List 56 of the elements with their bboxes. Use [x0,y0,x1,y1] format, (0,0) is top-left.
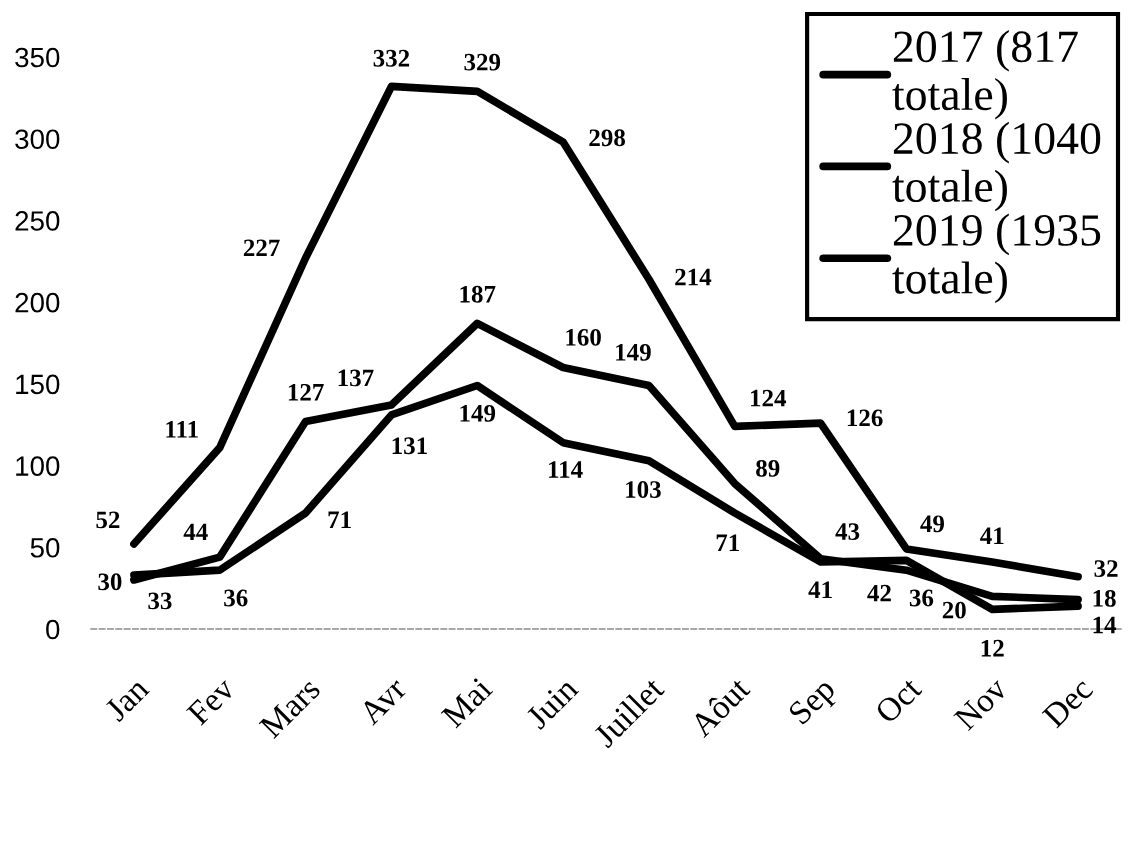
data-label: 160 [566,328,601,346]
x-tick-label: Fev [185,675,237,727]
data-label: 149 [616,343,651,361]
data-label: 30 [98,573,122,591]
data-label: 329 [464,53,501,71]
y-tick-label: 250 [15,211,60,231]
x-tick-label: Mai [440,676,494,729]
data-label: 44 [183,523,208,541]
data-label: 131 [392,437,427,455]
legend-label: 2018 (1040 totale) [892,121,1101,212]
data-label: 52 [96,511,120,529]
data-label: 137 [338,369,374,387]
x-tick-label: Oct [874,675,923,725]
data-label: 49 [920,515,945,533]
data-label: 114 [549,461,583,478]
data-label: 71 [328,511,351,528]
x-tick-label: Nov [953,675,1009,732]
data-label: 33 [148,592,172,610]
data-label: 12 [981,639,1004,657]
y-tick-label: 150 [16,374,60,395]
data-label: 71 [716,534,739,551]
x-tick-label: Sep [787,676,842,730]
data-label: 14 [1093,616,1117,634]
y-tick-label: 50 [30,537,60,558]
data-label: 41 [808,581,832,599]
data-label: 89 [756,459,780,477]
data-label: 20 [942,601,966,619]
data-label: 227 [243,239,280,257]
data-label: 43 [835,523,860,540]
legend-label: 2017 (817 totale) [892,30,1078,120]
data-label: 124 [751,389,787,407]
y-tick-label: 200 [15,292,60,313]
y-tick-label: 100 [16,456,60,476]
x-tick-label: Dec [1041,676,1094,729]
data-label: 214 [675,268,712,286]
data-label: 149 [460,404,496,422]
legend-label: 2019 (1935 totale) [892,213,1101,304]
data-label: 127 [288,383,324,401]
data-label: 187 [460,285,496,303]
x-tick-label: Juin [525,675,580,731]
data-label: 298 [589,129,626,147]
data-label: 18 [1093,589,1116,607]
data-label: 332 [373,49,410,67]
x-tick-label: Avr [357,675,408,727]
data-label: 41 [980,527,1004,545]
data-label: 42 [867,584,891,602]
y-tick-label: 350 [15,47,60,68]
data-label: 111 [166,421,198,438]
x-tick-label: Jan [103,676,151,723]
data-label: 36 [224,589,248,607]
y-tick-label: 0 [46,619,60,640]
data-label: 32 [1094,560,1118,577]
y-tick-label: 300 [15,129,60,150]
data-label: 103 [626,481,661,498]
data-label: 36 [909,589,934,607]
data-label: 126 [847,409,883,427]
